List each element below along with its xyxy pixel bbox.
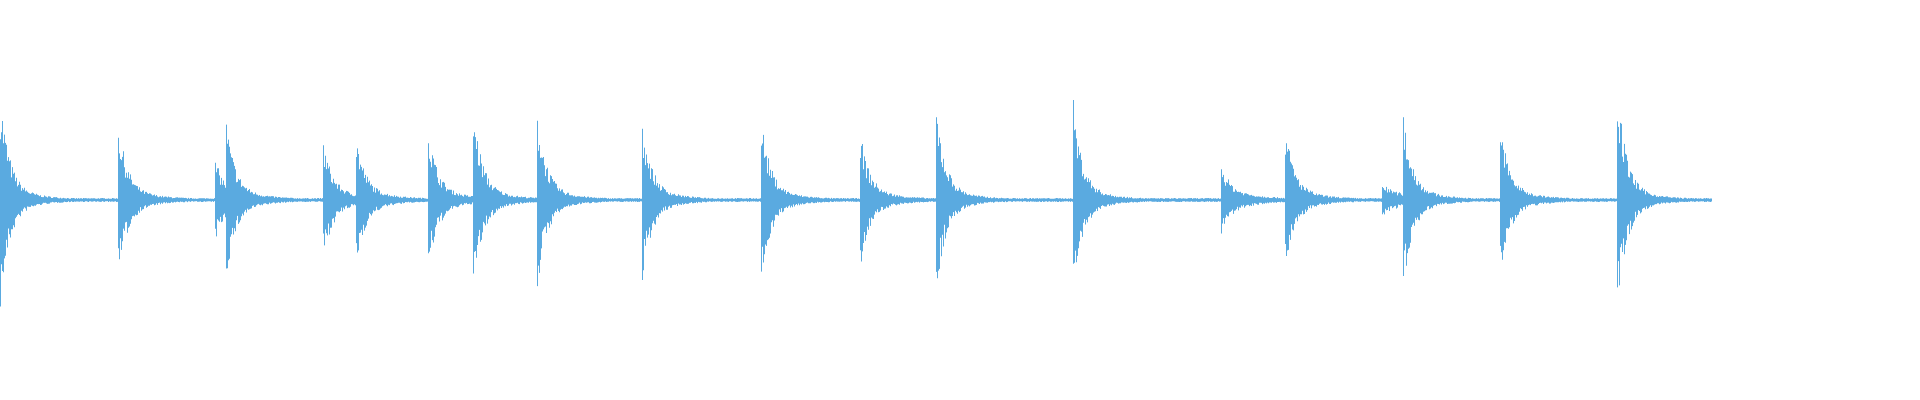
waveform-trace [0,100,1712,307]
